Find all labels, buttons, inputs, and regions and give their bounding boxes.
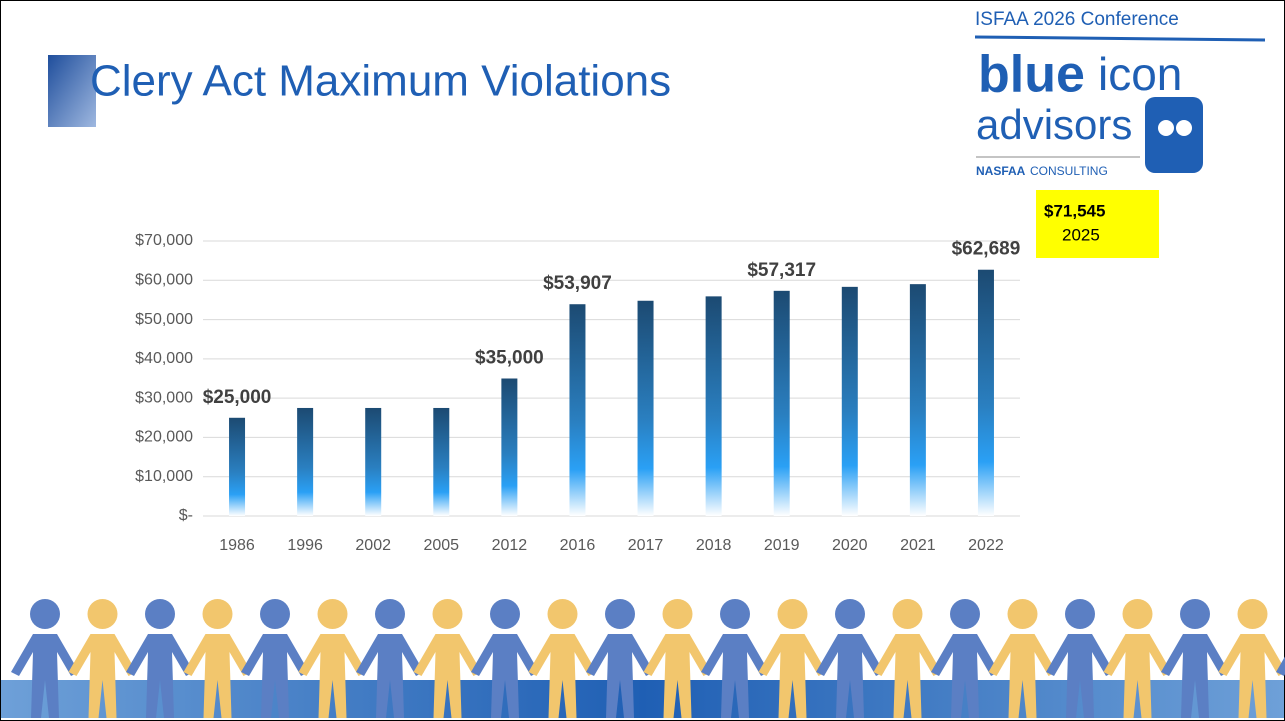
y-tick-label: $70,000 [135,232,193,249]
person-head [835,599,865,629]
bar [501,379,517,517]
person-head [260,599,290,629]
bar [365,408,381,516]
logo-blue: blue [978,46,1085,104]
data-label: $57,317 [747,260,816,281]
x-tick-label: 2016 [560,537,596,554]
logo-advisors: advisors [976,101,1132,148]
x-tick-label: 2012 [492,537,528,554]
x-tick-label: 2005 [423,537,459,554]
person-head [490,599,520,629]
person-head [548,599,578,629]
person-head [893,599,923,629]
person-head [1180,599,1210,629]
logo-org: NASFAA [976,164,1026,178]
bar [910,284,926,516]
y-tick-label: $50,000 [135,311,193,328]
x-tick-label: 2019 [764,537,800,554]
slide-title: Clery Act Maximum Violations [90,57,671,106]
x-tick-label: 2021 [900,537,936,554]
bar [569,304,585,516]
person-head [318,599,348,629]
bar [842,287,858,516]
person-head [433,599,463,629]
person-head [145,599,175,629]
x-tick-label: 1986 [219,537,255,554]
y-tick-label: $- [179,507,193,524]
callout-box [1036,190,1159,258]
bar [978,270,994,516]
data-label: $53,907 [543,273,612,294]
person-head [950,599,980,629]
person-head [1008,599,1038,629]
y-tick-label: $40,000 [135,350,193,367]
logo-emblem [1145,97,1203,173]
y-tick-label: $10,000 [135,468,193,485]
callout-value: $71,545 [1044,201,1105,220]
logo-tagline: CONSULTING [1030,164,1108,178]
x-tick-label: 2020 [832,537,868,554]
person-head [778,599,808,629]
x-tick-label: 1996 [287,537,323,554]
person-head [88,599,118,629]
bar [229,418,245,516]
person-head [1238,599,1268,629]
bar [433,408,449,516]
x-tick-label: 2018 [696,537,732,554]
callout-year: 2025 [1062,225,1100,244]
slide: Clery Act Maximum Violations ISFAA 2026 … [0,0,1285,721]
person-head [605,599,635,629]
data-label: $62,689 [952,239,1021,260]
bar [297,408,313,516]
logo-icon: icon [1098,48,1182,100]
x-tick-label: 2002 [355,537,391,554]
y-tick-label: $30,000 [135,389,193,406]
person-head [663,599,693,629]
person-head [203,599,233,629]
x-tick-label: 2022 [968,537,1004,554]
x-tick-label: 2017 [628,537,664,554]
data-label: $35,000 [475,348,544,369]
data-label: $25,000 [203,387,272,408]
bar [706,296,722,516]
person-head [1065,599,1095,629]
conference: ISFAA 2026 Conference [975,9,1179,30]
y-tick-label: $20,000 [135,429,193,446]
person-head [720,599,750,629]
y-tick-label: $60,000 [135,272,193,289]
person-head [30,599,60,629]
logo-emblem-head [1176,120,1192,136]
logo-emblem-head [1158,120,1174,136]
title-accent [48,55,96,127]
bar [638,301,654,516]
person-head [1123,599,1153,629]
person-head [375,599,405,629]
bar [774,291,790,516]
